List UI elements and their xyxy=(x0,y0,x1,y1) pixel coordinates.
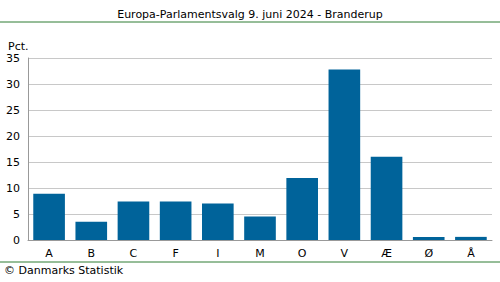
svg-text:C: C xyxy=(130,247,138,260)
svg-text:© Danmarks Statistik: © Danmarks Statistik xyxy=(4,264,124,277)
svg-text:O: O xyxy=(298,247,307,260)
svg-text:10: 10 xyxy=(6,182,20,195)
svg-text:V: V xyxy=(341,247,349,260)
svg-text:I: I xyxy=(216,247,219,260)
svg-text:B: B xyxy=(87,247,95,260)
svg-text:A: A xyxy=(45,247,53,260)
svg-text:30: 30 xyxy=(6,78,20,91)
svg-text:Pct.: Pct. xyxy=(8,40,29,53)
svg-text:15: 15 xyxy=(6,156,20,169)
svg-text:35: 35 xyxy=(6,52,20,65)
svg-text:0: 0 xyxy=(13,234,20,247)
svg-text:Æ: Æ xyxy=(381,247,392,260)
svg-text:F: F xyxy=(172,247,178,260)
svg-text:M: M xyxy=(255,247,265,260)
svg-text:Å: Å xyxy=(467,247,475,260)
svg-text:25: 25 xyxy=(6,104,20,117)
svg-text:Ø: Ø xyxy=(424,247,433,260)
svg-text:5: 5 xyxy=(13,208,20,221)
svg-text:Europa-Parlamentsvalg 9. juni: Europa-Parlamentsvalg 9. juni 2024 - Bra… xyxy=(117,8,383,21)
svg-text:20: 20 xyxy=(6,130,20,143)
